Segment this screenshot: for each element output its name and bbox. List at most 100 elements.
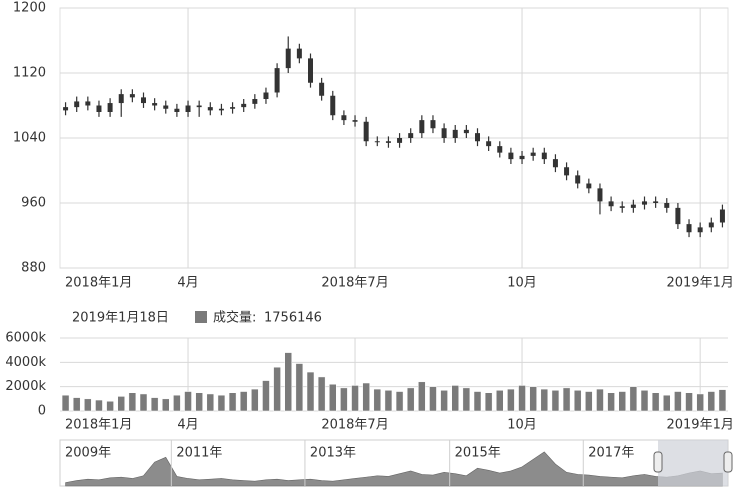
volume-bar xyxy=(685,392,693,412)
candle-body xyxy=(230,107,236,109)
volume-bar xyxy=(217,394,226,412)
volume-bar xyxy=(251,388,259,412)
x-tick-label: 4月 xyxy=(177,418,198,433)
volume-bar xyxy=(273,366,281,412)
navigator-selection[interactable] xyxy=(658,440,728,486)
volume-bar xyxy=(362,382,370,412)
volume-bar xyxy=(228,392,237,412)
volume-bar xyxy=(239,391,248,412)
y-tick-label: 880 xyxy=(21,261,46,276)
volume-bar xyxy=(195,392,203,412)
volume-bar xyxy=(540,388,549,412)
candle-body xyxy=(519,155,525,160)
candle-body xyxy=(397,138,403,143)
volume-bar xyxy=(507,388,515,412)
navigator-label: 2011年 xyxy=(176,446,222,461)
candle-body xyxy=(274,68,280,93)
volume-bar xyxy=(718,389,727,412)
volume-bar xyxy=(173,394,181,412)
y-tick-label: 1200 xyxy=(13,1,46,16)
x-tick-label: 2018年7月 xyxy=(321,276,388,291)
navigator-area xyxy=(65,451,723,487)
volume-bar xyxy=(106,401,114,412)
navigator-label: 2013年 xyxy=(310,446,356,461)
candle-body xyxy=(508,152,514,160)
volume-bar xyxy=(607,392,615,412)
volume-bar xyxy=(529,386,537,412)
readout-value: 1756146 xyxy=(264,311,322,326)
volume-bar xyxy=(206,393,215,412)
navigator-handle[interactable] xyxy=(723,451,733,473)
navigator-label: 2017年 xyxy=(588,446,634,461)
candle-body xyxy=(196,105,202,108)
candle-body xyxy=(642,201,647,205)
x-tick-label: 2018年1月 xyxy=(65,276,132,291)
volume-bar xyxy=(596,388,604,412)
candle-body xyxy=(530,152,536,156)
y-tick-label: 4000k xyxy=(5,355,46,370)
candle-body xyxy=(564,167,570,176)
candle-body xyxy=(586,183,592,189)
candle-body xyxy=(141,97,146,104)
volume-bar xyxy=(451,385,459,412)
candle-body xyxy=(296,48,302,59)
candle-body xyxy=(363,121,369,142)
volume-bar xyxy=(262,380,270,412)
candle-body xyxy=(174,108,180,112)
volume-bar xyxy=(340,387,348,412)
candle-body xyxy=(96,105,102,112)
candle-body xyxy=(74,101,80,108)
candle-body xyxy=(697,227,703,233)
candle-body xyxy=(597,188,603,202)
candle-body xyxy=(463,129,469,134)
candle-body xyxy=(319,82,325,96)
volume-bar xyxy=(585,391,593,412)
volume-bar xyxy=(674,391,682,412)
navigator-handle[interactable] xyxy=(653,451,663,473)
candle-body xyxy=(675,207,681,225)
candle-body xyxy=(218,108,224,111)
volume-bar xyxy=(317,376,326,412)
candle-body xyxy=(308,58,313,83)
candle-body xyxy=(107,103,113,112)
candle-body xyxy=(118,94,124,104)
volume-bar xyxy=(306,371,315,412)
candle-body xyxy=(374,141,380,143)
volume-bar xyxy=(373,388,382,412)
readout-swatch xyxy=(195,311,207,323)
volume-bar xyxy=(95,399,103,412)
candle-body xyxy=(285,48,291,69)
candle-body xyxy=(385,141,391,143)
volume-bar xyxy=(640,390,649,412)
candle-body xyxy=(608,201,614,207)
y-tick-label: 2000k xyxy=(5,379,46,394)
x-tick-label: 10月 xyxy=(507,276,537,291)
volume-bar xyxy=(429,386,437,412)
volume-bar xyxy=(473,391,482,412)
candle-body xyxy=(252,99,258,104)
volume-bar xyxy=(351,385,359,412)
candle-body xyxy=(63,107,69,111)
candle-body xyxy=(419,120,425,134)
volume-bar xyxy=(629,386,638,412)
volume-bar xyxy=(518,385,526,412)
volume-bar xyxy=(117,396,125,412)
readout-label: 成交量: xyxy=(213,310,256,326)
x-tick-label: 10月 xyxy=(507,418,537,433)
y-tick-label: 1120 xyxy=(13,66,46,81)
candle-body xyxy=(619,206,625,208)
volume-bar xyxy=(61,394,70,412)
x-tick-label: 2018年1月 xyxy=(65,418,132,433)
candle-body xyxy=(263,92,269,99)
candle-body xyxy=(85,101,91,106)
y-tick-label: 0 xyxy=(38,404,46,419)
volume-bar xyxy=(284,352,292,412)
candle-body xyxy=(241,103,247,108)
volume-bar xyxy=(184,391,192,412)
volume-bar xyxy=(573,390,582,412)
volume-bar xyxy=(707,391,716,412)
y-tick-label: 1040 xyxy=(13,131,46,146)
volume-bar xyxy=(663,394,671,412)
